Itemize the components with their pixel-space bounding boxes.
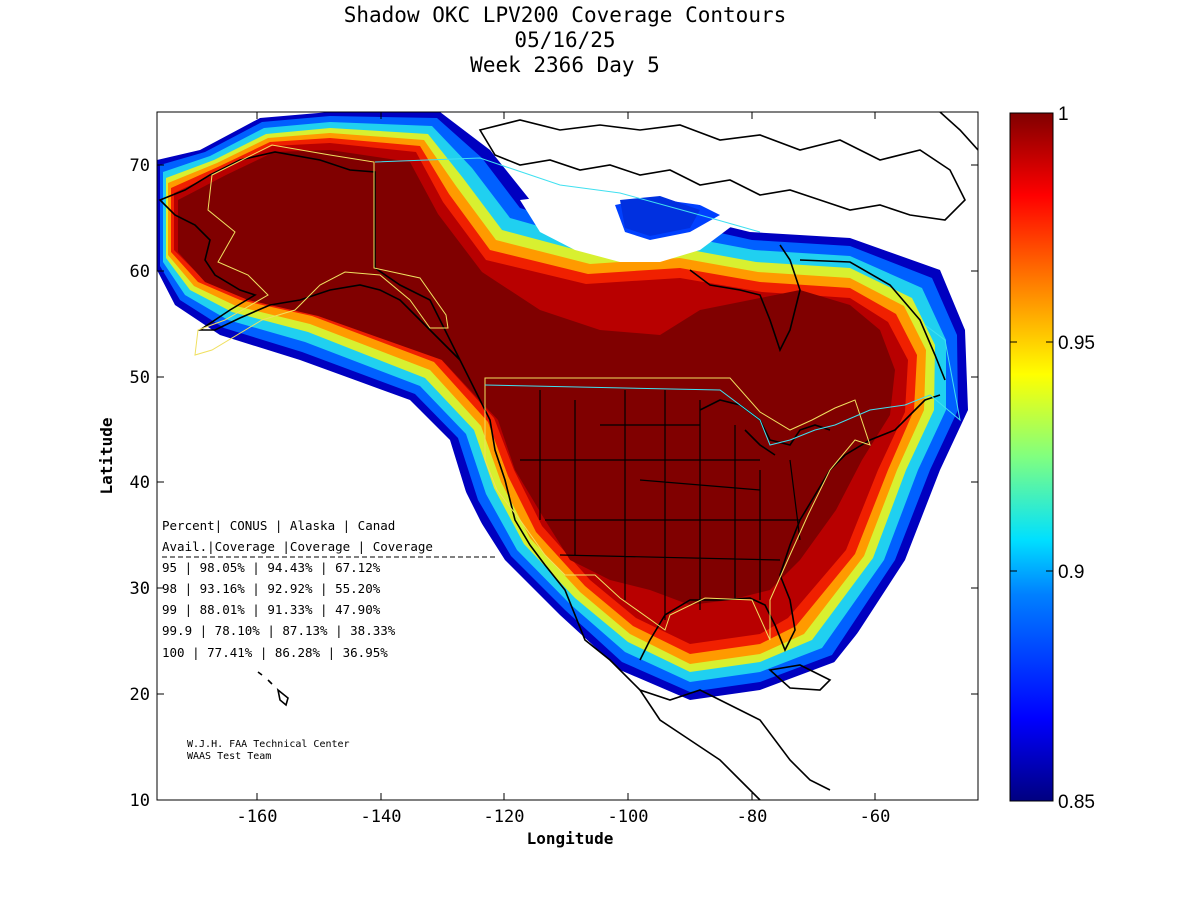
table-row: 95 | 98.05% | 94.43% | 67.12% bbox=[162, 560, 381, 575]
y-tick-labels: 70 60 50 40 30 20 10 bbox=[130, 156, 150, 811]
alaska-boundary bbox=[194, 144, 449, 356]
great-lakes bbox=[699, 399, 831, 456]
y-tick-label: 20 bbox=[130, 685, 150, 705]
coastlines bbox=[158, 112, 978, 800]
x-tick-label: -60 bbox=[860, 807, 891, 827]
y-tick-label: 40 bbox=[130, 473, 150, 493]
x-tick-label: -100 bbox=[608, 807, 649, 827]
table-header-2: Avail.|Coverage |Coverage | Coverage bbox=[162, 539, 433, 554]
table-row: 98 | 93.16% | 92.92% | 55.20% bbox=[162, 581, 381, 596]
x-tick-label: -80 bbox=[737, 807, 768, 827]
coastline-greenland bbox=[939, 112, 978, 151]
coastline-west bbox=[459, 359, 831, 791]
credit-line-2: WAAS Test Team bbox=[187, 751, 271, 762]
south-gap bbox=[157, 340, 978, 800]
x-tick-label: -160 bbox=[237, 807, 278, 827]
canada-boundary bbox=[374, 157, 961, 446]
colorbar bbox=[1009, 112, 1054, 802]
chart-title: Shadow OKC LPV200 Coverage Contours bbox=[343, 3, 787, 27]
colorbar-tick-label: 1 bbox=[1058, 104, 1069, 125]
x-tick-label: -120 bbox=[484, 807, 525, 827]
colorbar-tick-labels: 1 0.95 0.9 0.85 bbox=[1058, 104, 1095, 813]
y-tick-label: 70 bbox=[130, 156, 150, 176]
arctic-islands bbox=[478, 119, 966, 221]
credit-line-1: W.J.H. FAA Technical Center bbox=[187, 739, 350, 750]
state-borders bbox=[520, 390, 801, 620]
conus-boundary bbox=[484, 377, 871, 641]
table-row: 99 | 88.01% | 91.33% | 47.90% bbox=[162, 602, 381, 617]
x-tick-label: -140 bbox=[361, 807, 402, 827]
chart-week: Week 2366 Day 5 bbox=[470, 53, 660, 77]
table-row: 100 | 77.41% | 86.28% | 36.95% bbox=[162, 645, 388, 660]
y-tick-label: 60 bbox=[130, 262, 150, 282]
x-tick-labels: -160 -140 -120 -100 -80 -60 bbox=[237, 807, 891, 827]
coastline-gulf bbox=[639, 394, 941, 661]
hawaii bbox=[257, 671, 289, 707]
table-row: 99.9 | 78.10% | 87.13% | 38.33% bbox=[162, 623, 396, 638]
coastline-central-america bbox=[639, 689, 761, 800]
axis-tick-marks bbox=[157, 112, 978, 800]
credit-text: W.J.H. FAA Technical Center WAAS Test Te… bbox=[187, 739, 350, 762]
coastline-alaska bbox=[158, 151, 461, 361]
table-header-1: Percent| CONUS | Alaska | Canad bbox=[162, 518, 395, 533]
arctic-blue bbox=[620, 196, 700, 236]
plot-frame bbox=[156, 111, 979, 801]
chart-date: 05/16/25 bbox=[514, 28, 616, 52]
y-tick-label: 30 bbox=[130, 579, 150, 599]
y-tick-label: 50 bbox=[130, 368, 150, 388]
colorbar-tick-label: 0.9 bbox=[1058, 562, 1084, 583]
colorbar-tick-label: 0.95 bbox=[1058, 333, 1095, 354]
y-tick-label: 10 bbox=[130, 791, 150, 811]
x-axis-label: Longitude bbox=[527, 829, 614, 848]
colorbar-tick-label: 0.85 bbox=[1058, 792, 1095, 813]
colorbar-tick-marks bbox=[1010, 341, 1053, 572]
service-boundaries bbox=[194, 144, 961, 641]
cuba bbox=[768, 664, 832, 691]
coastline-hudson bbox=[689, 244, 946, 381]
y-axis-label: Latitude bbox=[97, 417, 116, 494]
coverage-table: Percent| CONUS | Alaska | Canad Avail.|C… bbox=[162, 518, 495, 660]
